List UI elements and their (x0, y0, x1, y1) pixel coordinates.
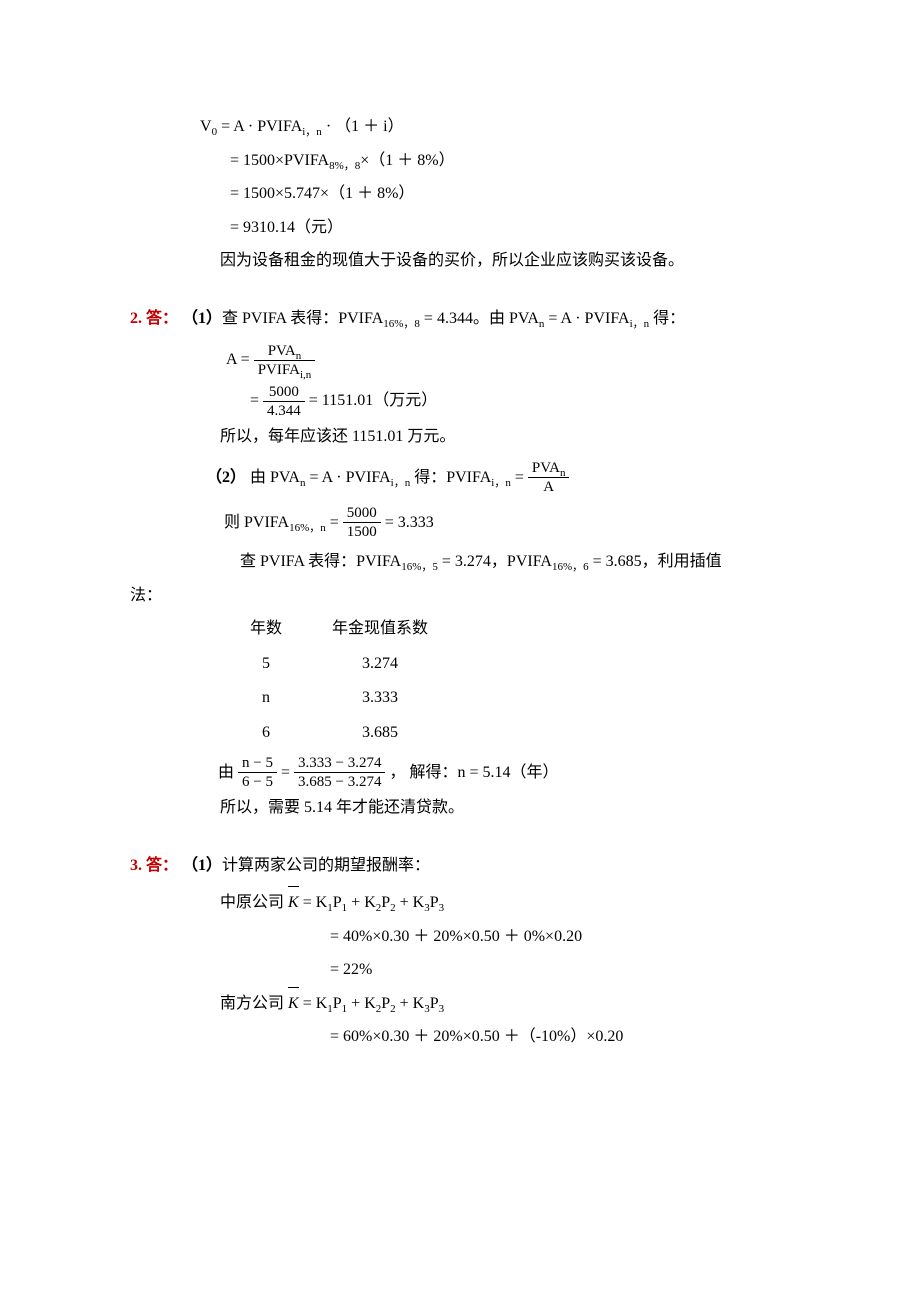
spacer (130, 278, 790, 302)
frac-diff: 3.333 − 3.274 3.685 − 3.274 (294, 754, 385, 791)
frac-5000-1500: 5000 1500 (343, 504, 381, 541)
interpolation-table: 年数 年金现值系数 5 3.274 n 3.333 6 3.685 (240, 612, 468, 750)
eq2-post: = 1151.01（万元） (309, 384, 437, 418)
q2-number: 2. (130, 310, 142, 327)
q1-line3: = 1500×5.747×（1 ＋ 8%） (130, 177, 790, 211)
q2-p1-d: = A · PVIFA (544, 310, 629, 327)
q2-p1-sub-in: i，n (630, 318, 650, 330)
v0-var: V (200, 118, 212, 135)
q1-line4: = 9310.14（元） (130, 211, 790, 245)
q1-l2a: = 1500×PVIFA (230, 152, 329, 169)
table-row: 6 3.685 (240, 716, 468, 750)
q2-p1-b: 查 PVIFA 表得：PVIFA (222, 310, 383, 327)
q2-A-val: = 5000 4.344 = 1151.01（万元） (130, 383, 790, 420)
q2-ans-text: 答： (146, 310, 178, 327)
table-row: 5 3.274 (240, 647, 468, 681)
table-row: n 3.333 (240, 681, 468, 715)
frac-5000-4344: 5000 4.344 (263, 383, 305, 420)
table-row: 年数 年金现值系数 (240, 612, 468, 646)
q3-p1-label: （1） (182, 857, 222, 874)
q2-p2-label: （2） (206, 461, 246, 495)
v0-rest1: = A · PVIFA (217, 118, 302, 135)
q2-header: 2. 答： （1）查 PVIFA 表得：PVIFA16%，8 = 4.344。由… (130, 302, 790, 336)
q3-nanfang: 南方公司 K = K1P1 + K2P2 + K3P3 (130, 987, 790, 1021)
spacer2 (130, 825, 790, 849)
q3-nf-line2: = 60%×0.30 ＋ 20%×0.50 ＋（-10%）×0.20 (130, 1020, 790, 1054)
q2-p1-label: （1） (182, 310, 222, 327)
q3-ans-text: 答： (146, 857, 178, 874)
k-bar-nf: K (288, 987, 299, 1021)
q1-conclusion: 因为设备租金的现值大于设备的买价，所以企业应该购买该设备。 (130, 244, 790, 278)
frac-n5: n − 5 6 − 5 (238, 754, 277, 791)
q2-conclusion1: 所以，每年应该还 1151.01 万元。 (130, 420, 790, 454)
q2-p2-a: 由 PVA (250, 469, 300, 486)
q2-p4-tail: 法： (130, 579, 790, 613)
q2-p1-c: = 4.344。由 PVA (420, 310, 539, 327)
q3-zy-line2: = 40%×0.30 ＋ 20%×0.50 ＋ 0%×0.20 (130, 920, 790, 954)
q3-zy-line3: = 22% (130, 953, 790, 987)
frac-pva-pvifa: PVAn PVIFAi,n (254, 342, 316, 379)
q2-p1-e: 得： (649, 310, 685, 327)
A-label: A = (226, 343, 250, 377)
q1-l2b: ×（1 ＋ 8%） (360, 152, 454, 169)
k-bar: K (288, 886, 299, 920)
q2-interp-eq: 由 n − 5 6 − 5 = 3.333 − 3.274 3.685 − 3.… (130, 754, 790, 791)
th-years: 年数 (240, 612, 322, 646)
q3-header: 3. 答： （1）计算两家公司的期望报酬率： (130, 849, 790, 883)
q1-line2: = 1500×PVIFA8%，8×（1 ＋ 8%） (130, 144, 790, 178)
q2-p4: 查 PVIFA 表得：PVIFA16%，5 = 3.274，PVIFA16%，6… (130, 545, 790, 579)
eq2-pre: = (250, 384, 259, 418)
v0-tail: · （1 ＋ i） (322, 118, 404, 135)
q2-p3: 则 PVIFA16%，n = 5000 1500 = 3.333 (130, 504, 790, 541)
q1-line1: V0 = A · PVIFAi，n · （1 ＋ i） (130, 110, 790, 144)
q3-p1-text: 计算两家公司的期望报酬率： (222, 857, 430, 874)
page-region: V0 = A · PVIFAi，n · （1 ＋ i） = 1500×PVIFA… (0, 0, 920, 1302)
th-factor: 年金现值系数 (322, 612, 468, 646)
q3-zhongyuan: 中原公司 K = K1P1 + K2P2 + K3P3 (130, 886, 790, 920)
frac-pva-a: PVAn A (528, 459, 570, 496)
q3-number: 3. (130, 857, 142, 874)
v0-sub2: i，n (302, 126, 322, 138)
q1-l2sub: 8%，8 (329, 160, 360, 172)
q2-p1-sub: 16%，8 (383, 318, 420, 330)
q2-part2: （2） 由 PVAn = A · PVIFAi，n 得：PVIFAi，n = P… (130, 459, 790, 496)
q2-A-eq: A = PVAn PVIFAi,n (130, 342, 790, 379)
q2-conclusion2: 所以，需要 5.14 年才能还清贷款。 (130, 791, 790, 825)
